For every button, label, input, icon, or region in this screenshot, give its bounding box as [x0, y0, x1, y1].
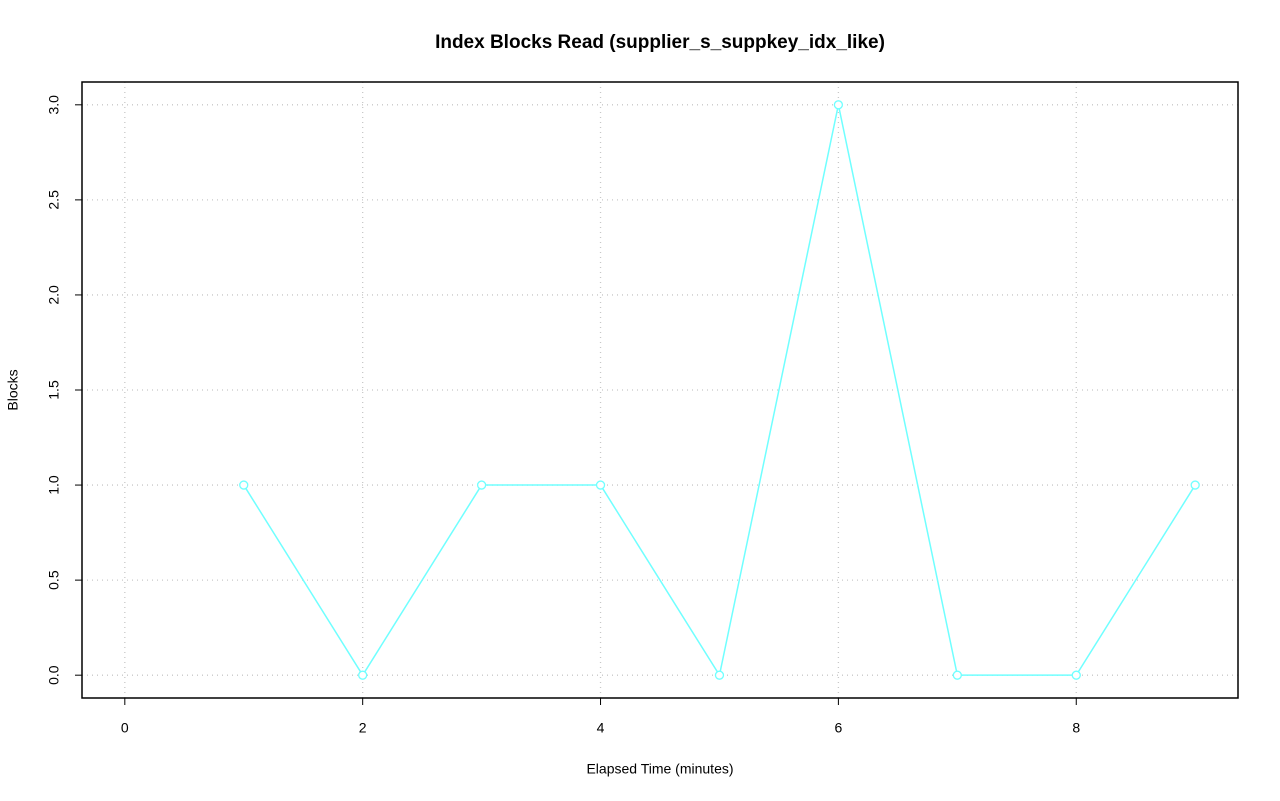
data-point — [952, 670, 962, 680]
data-point — [476, 480, 487, 490]
y-tick-label: 3.0 — [46, 95, 62, 115]
data-point — [1071, 670, 1081, 680]
y-tick-label: 1.5 — [46, 380, 62, 400]
data-point — [239, 480, 249, 490]
data-point — [1190, 480, 1200, 490]
data-point — [358, 670, 368, 680]
x-axis-label: Elapsed Time (minutes) — [586, 761, 733, 777]
x-tick-label: 2 — [359, 720, 367, 736]
y-tick-label: 0.0 — [46, 665, 62, 685]
y-tick-label: 2.5 — [46, 190, 62, 210]
y-tick-label: 1.0 — [46, 475, 62, 495]
y-tick-label: 2.0 — [46, 285, 62, 305]
x-tick-label: 0 — [121, 720, 129, 736]
x-tick-label: 4 — [597, 720, 605, 736]
y-tick-label: 0.5 — [46, 570, 62, 590]
x-tick-label: 6 — [834, 720, 842, 736]
chart-title: Index Blocks Read (supplier_s_suppkey_id… — [435, 32, 885, 53]
x-tick-label: 8 — [1072, 720, 1080, 736]
plot-frame — [81, 81, 1239, 699]
data-point — [714, 670, 725, 680]
data-point — [833, 100, 844, 110]
data-point — [595, 480, 606, 490]
y-axis-label: Blocks — [5, 369, 21, 410]
